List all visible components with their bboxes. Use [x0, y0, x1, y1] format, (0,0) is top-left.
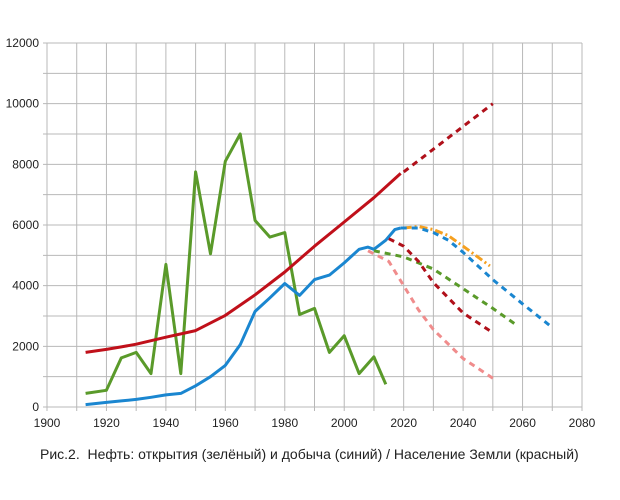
x-tick-label: 2000 [331, 416, 358, 430]
y-tick-label: 8000 [12, 157, 39, 171]
x-tick-label: 1960 [212, 416, 239, 430]
y-tick-label: 2000 [12, 339, 39, 353]
x-tick-label: 1900 [34, 416, 61, 430]
x-tick-label: 2020 [390, 416, 417, 430]
x-tick-label: 1920 [93, 416, 120, 430]
series-line-population [85, 172, 402, 354]
x-tick-label: 1940 [153, 416, 180, 430]
series-line-forecast-darkred [388, 237, 494, 334]
y-tick-label: 0 [32, 400, 39, 414]
y-tick-label: 10000 [6, 97, 40, 111]
y-tick-label: 4000 [12, 279, 39, 293]
x-tick-label: 1980 [271, 416, 298, 430]
series-line-discoveries [85, 132, 388, 395]
y-tick-label: 6000 [12, 218, 39, 232]
series-line-production [85, 226, 402, 407]
series-line-population-forecast [402, 102, 494, 174]
y-tick-label: 12000 [6, 36, 40, 50]
x-tick-label: 2060 [509, 416, 536, 430]
chart-caption: Рис.2. Нефть: открытия (зелёный) и добыч… [40, 446, 579, 462]
x-tick-label: 2080 [569, 416, 596, 430]
series-line-forecast-pink [367, 249, 494, 380]
series-line-forecast-green [373, 249, 518, 327]
series-line-forecast-blue [400, 226, 551, 327]
chart: 1900 1920 1940 1960 1980 2000 2020 2040 2060 2080… [6, 36, 596, 430]
x-tick-label: 2040 [450, 416, 477, 430]
